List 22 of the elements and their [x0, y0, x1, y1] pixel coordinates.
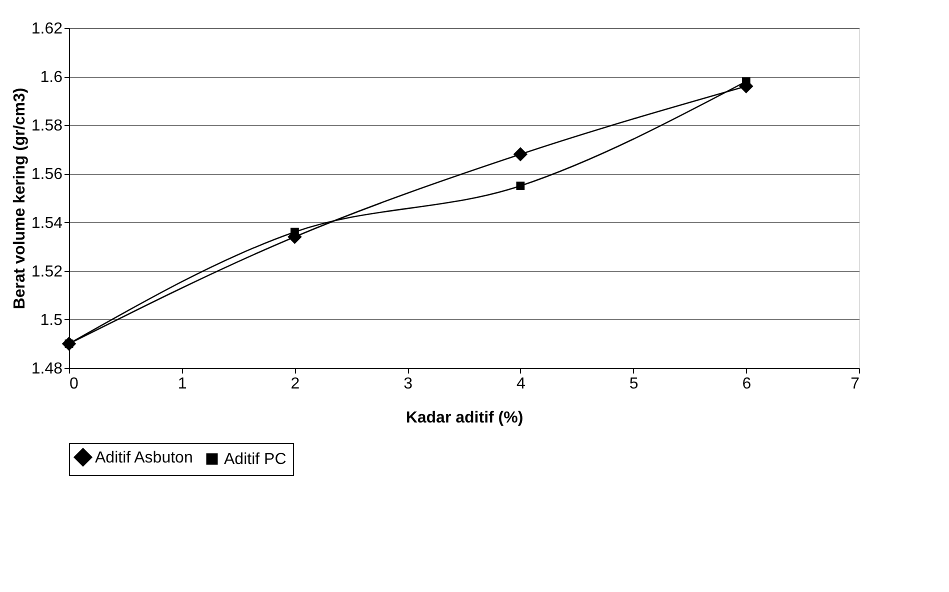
y-tick-label: 1.54	[31, 214, 63, 232]
x-tick-label: 5	[629, 376, 638, 392]
x-tick-label: 4	[516, 376, 526, 392]
y-tick-label: 1.62	[31, 20, 63, 38]
point	[513, 147, 528, 162]
x-tick-label: 7	[850, 376, 860, 392]
y-tick-label: 1.5	[40, 312, 63, 329]
x-tick-label: 1	[178, 376, 187, 392]
y-tick-label: 1.6	[40, 69, 63, 86]
y-tick-label: 1.48	[31, 360, 63, 378]
legend-label: Aditif Asbuton	[95, 449, 193, 466]
x-tick-label: 0	[70, 376, 78, 392]
point	[516, 182, 525, 190]
y-tick-label: 1.58	[31, 118, 63, 135]
x-axis-title: Kadar aditif (%)	[406, 410, 524, 426]
y-tick-label: 1.52	[31, 263, 63, 280]
legend-label: Aditif PC	[224, 451, 286, 468]
x-tick-label: 2	[290, 376, 300, 392]
x-tick-label: 3	[404, 376, 413, 392]
x-tick-label: 6	[742, 376, 752, 392]
y-axis-title: Berat volume kering (gr/cm3)	[11, 88, 28, 310]
y-tick-label: 1.56	[31, 166, 63, 184]
